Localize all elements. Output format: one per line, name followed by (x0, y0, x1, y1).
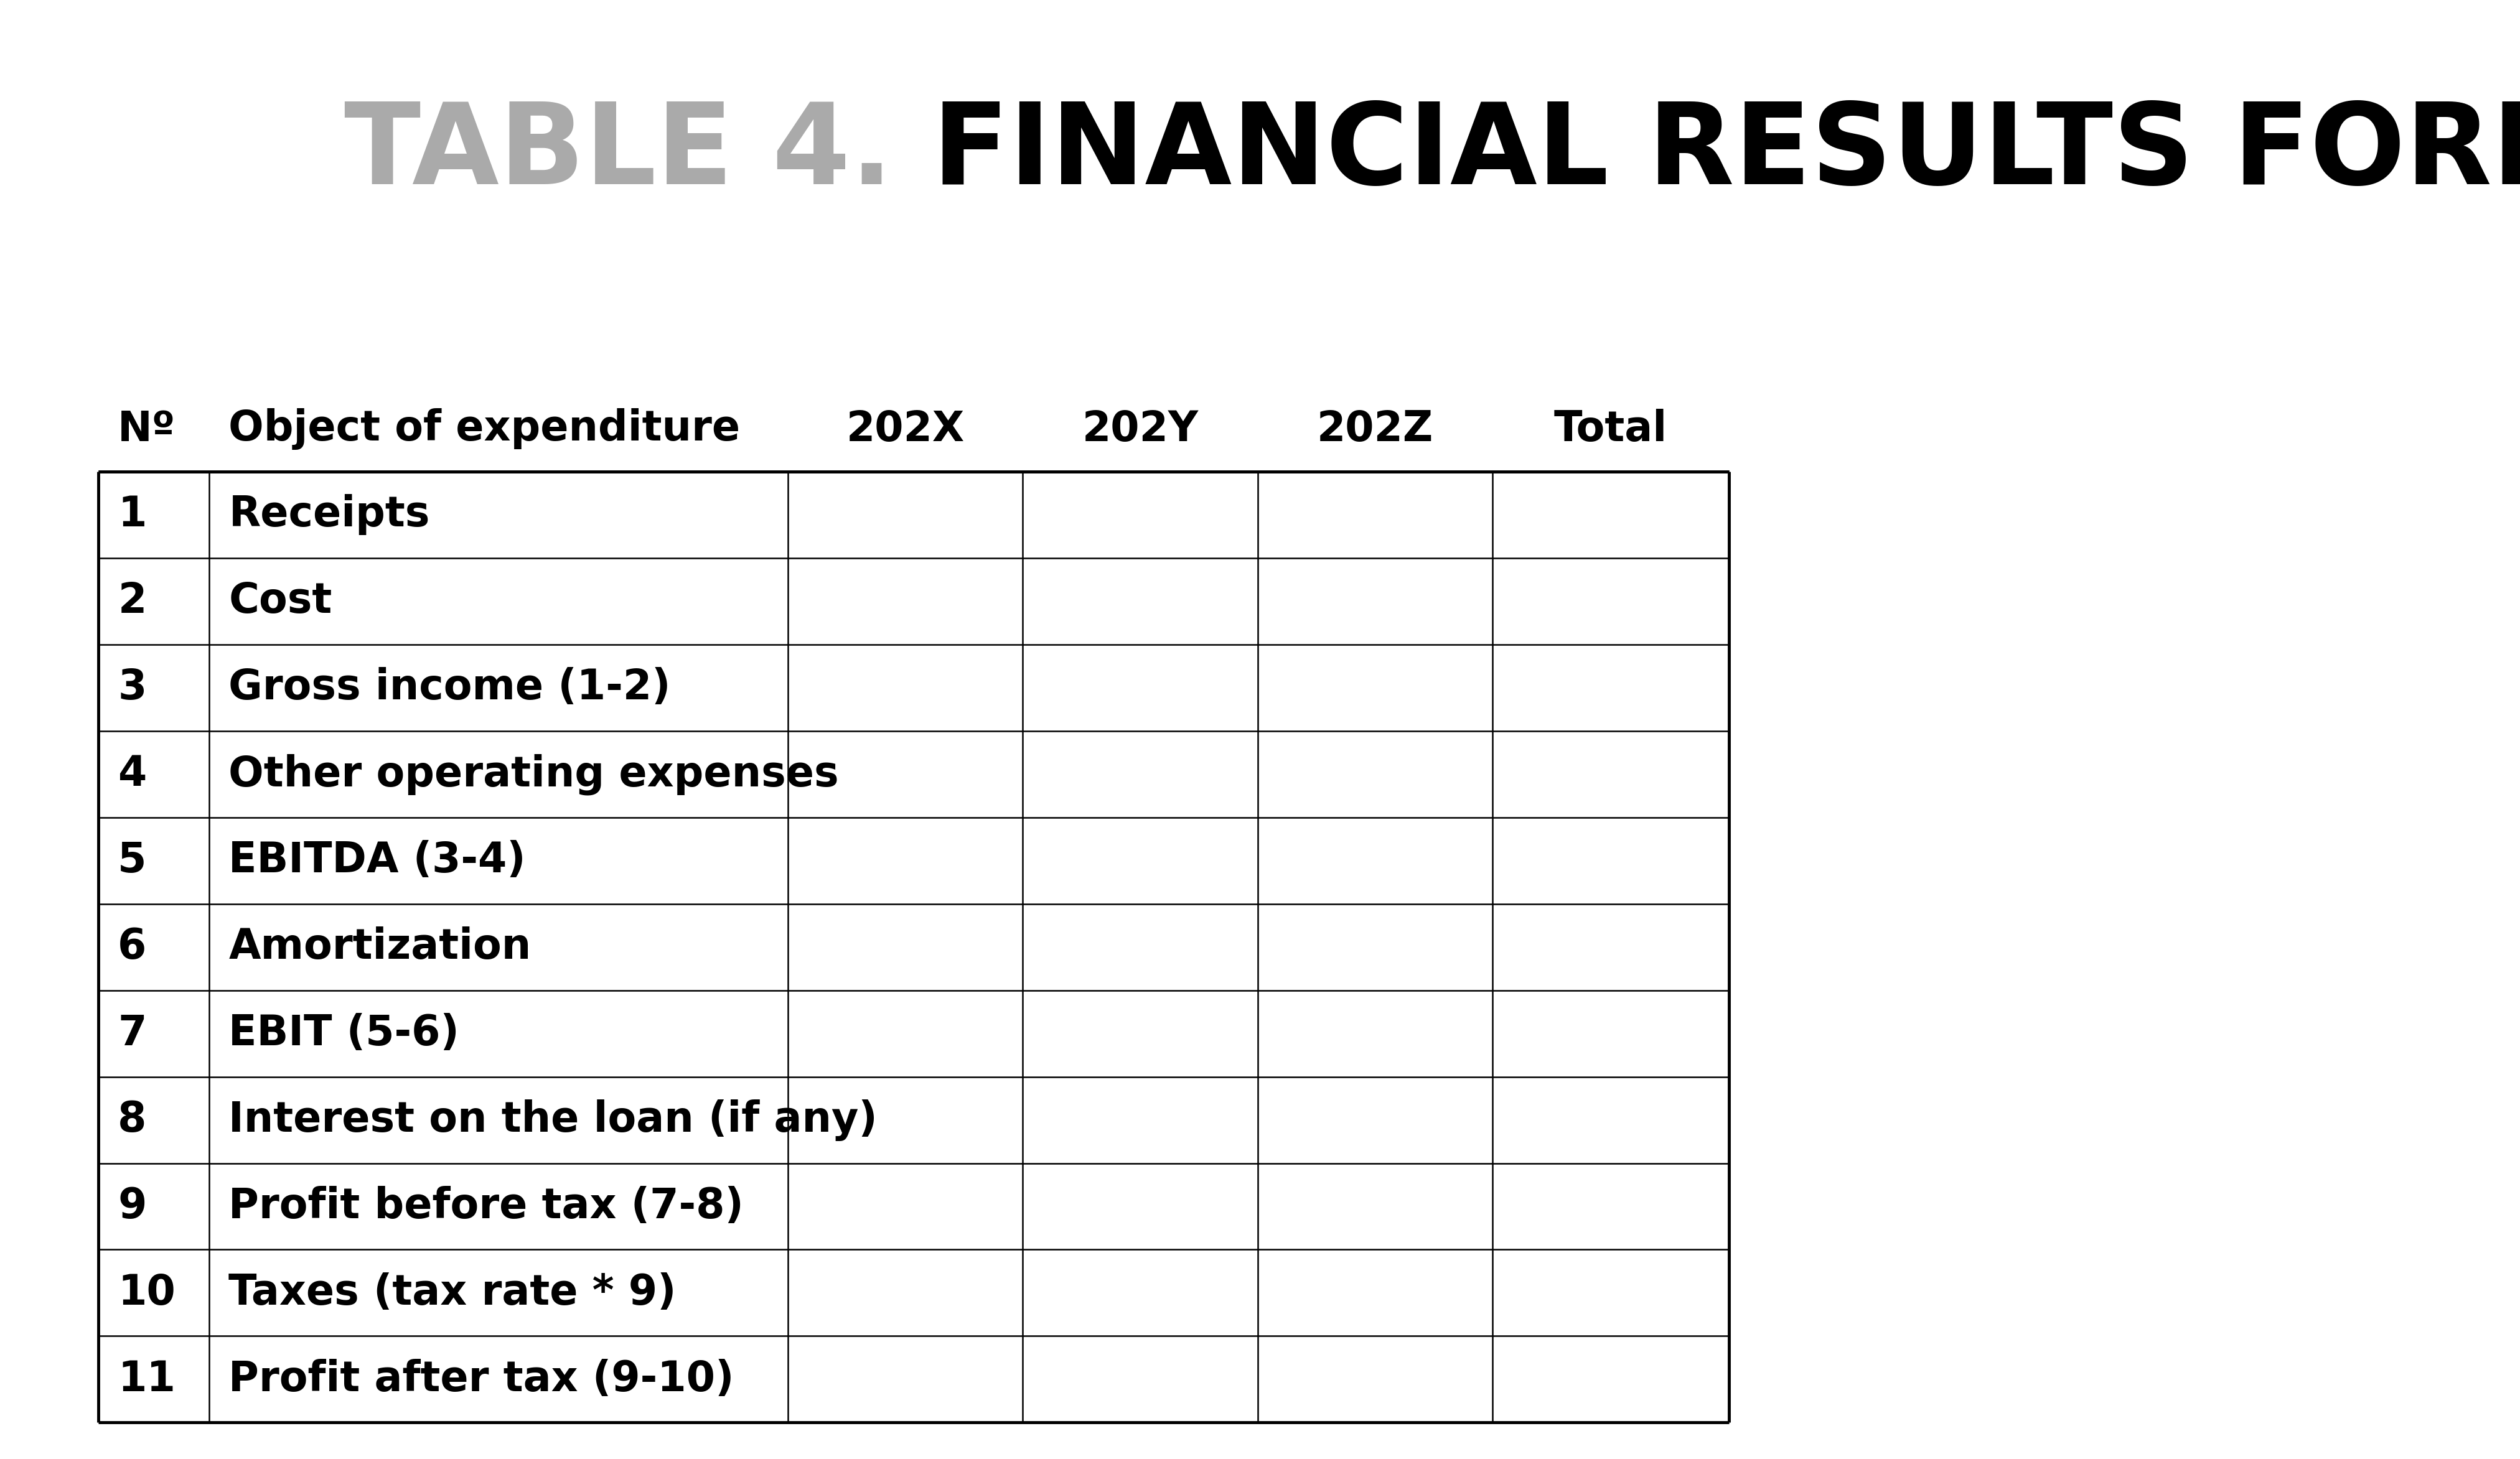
Text: 4: 4 (118, 754, 146, 795)
Text: Other operating expenses: Other operating expenses (229, 753, 839, 795)
Text: 202Z: 202Z (1315, 409, 1434, 449)
Text: 11: 11 (118, 1358, 176, 1399)
Text: 7: 7 (118, 1013, 146, 1053)
Text: Amortization: Amortization (229, 926, 532, 967)
Text: Cost: Cost (229, 581, 333, 622)
Text: Profit before tax (7-8): Profit before tax (7-8) (229, 1186, 743, 1227)
Text: Taxes (tax rate * 9): Taxes (tax rate * 9) (229, 1272, 675, 1313)
Text: 3: 3 (118, 667, 146, 708)
Text: Profit after tax (9-10): Profit after tax (9-10) (229, 1358, 733, 1399)
Text: 8: 8 (118, 1100, 146, 1141)
Text: TABLE 4.: TABLE 4. (345, 98, 892, 209)
Text: 202Y: 202Y (1081, 409, 1200, 449)
Text: 202X: 202X (847, 409, 965, 449)
Text: 6: 6 (118, 926, 146, 967)
Text: EBIT (5-6): EBIT (5-6) (229, 1013, 459, 1053)
Text: Nº: Nº (118, 409, 176, 449)
Text: Object of expenditure: Object of expenditure (229, 409, 741, 449)
Text: Gross income (1-2): Gross income (1-2) (229, 667, 670, 708)
Text: FINANCIAL RESULTS FORM: FINANCIAL RESULTS FORM (892, 98, 2520, 209)
Text: 10: 10 (118, 1272, 176, 1313)
Text: 9: 9 (118, 1186, 146, 1227)
Text: EBITDA (3-4): EBITDA (3-4) (229, 840, 527, 881)
Text: 1: 1 (118, 495, 146, 535)
Text: Interest on the loan (if any): Interest on the loan (if any) (229, 1099, 877, 1141)
Text: 5: 5 (118, 840, 146, 881)
Text: 2: 2 (118, 581, 146, 622)
Text: Total: Total (1555, 409, 1668, 449)
Text: Receipts: Receipts (229, 495, 431, 535)
